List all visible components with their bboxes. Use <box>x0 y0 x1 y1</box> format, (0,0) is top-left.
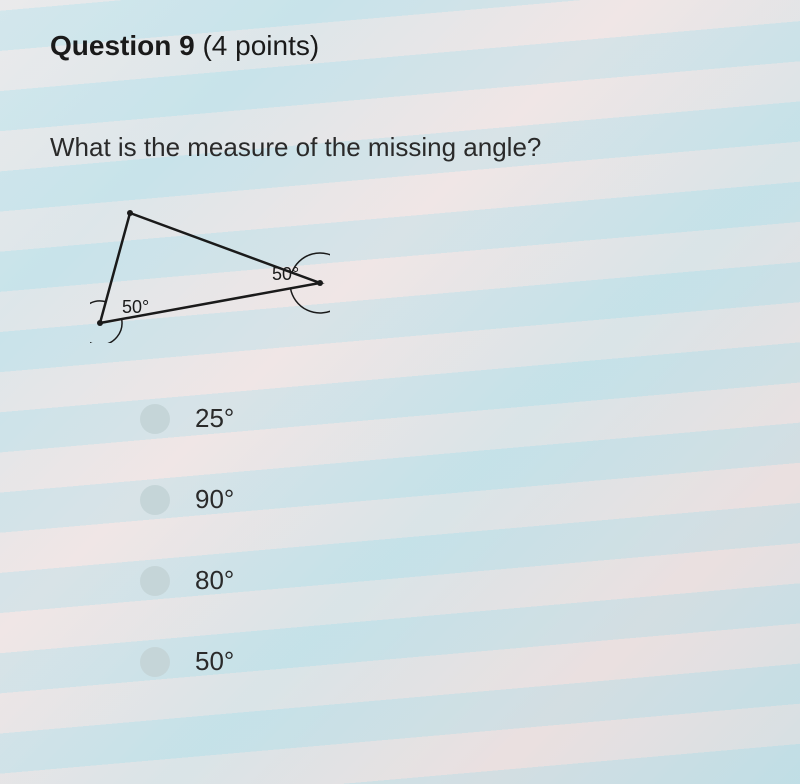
option-label: 90° <box>195 484 234 515</box>
radio-icon <box>140 647 170 677</box>
vertex-bottom-left <box>97 320 103 326</box>
vertex-right <box>317 280 323 286</box>
question-header: Question 9 (4 points) <box>50 30 750 62</box>
option-2[interactable]: 90° <box>140 484 750 515</box>
option-label: 25° <box>195 403 234 434</box>
question-text: What is the measure of the missing angle… <box>50 132 750 163</box>
angle-label-bottom-left: 50° <box>122 297 149 317</box>
question-points: (4 points) <box>195 30 320 61</box>
question-number: Question 9 <box>50 30 195 61</box>
option-4[interactable]: 50° <box>140 646 750 677</box>
option-1[interactable]: 25° <box>140 403 750 434</box>
radio-icon <box>140 485 170 515</box>
option-label: 50° <box>195 646 234 677</box>
vertex-top <box>127 210 133 216</box>
radio-icon <box>140 404 170 434</box>
triangle-diagram: 50° 50° <box>90 203 330 343</box>
angle-label-right: 50° <box>272 264 299 284</box>
option-3[interactable]: 80° <box>140 565 750 596</box>
option-label: 80° <box>195 565 234 596</box>
radio-icon <box>140 566 170 596</box>
options-list: 25° 90° 80° 50° <box>140 403 750 677</box>
